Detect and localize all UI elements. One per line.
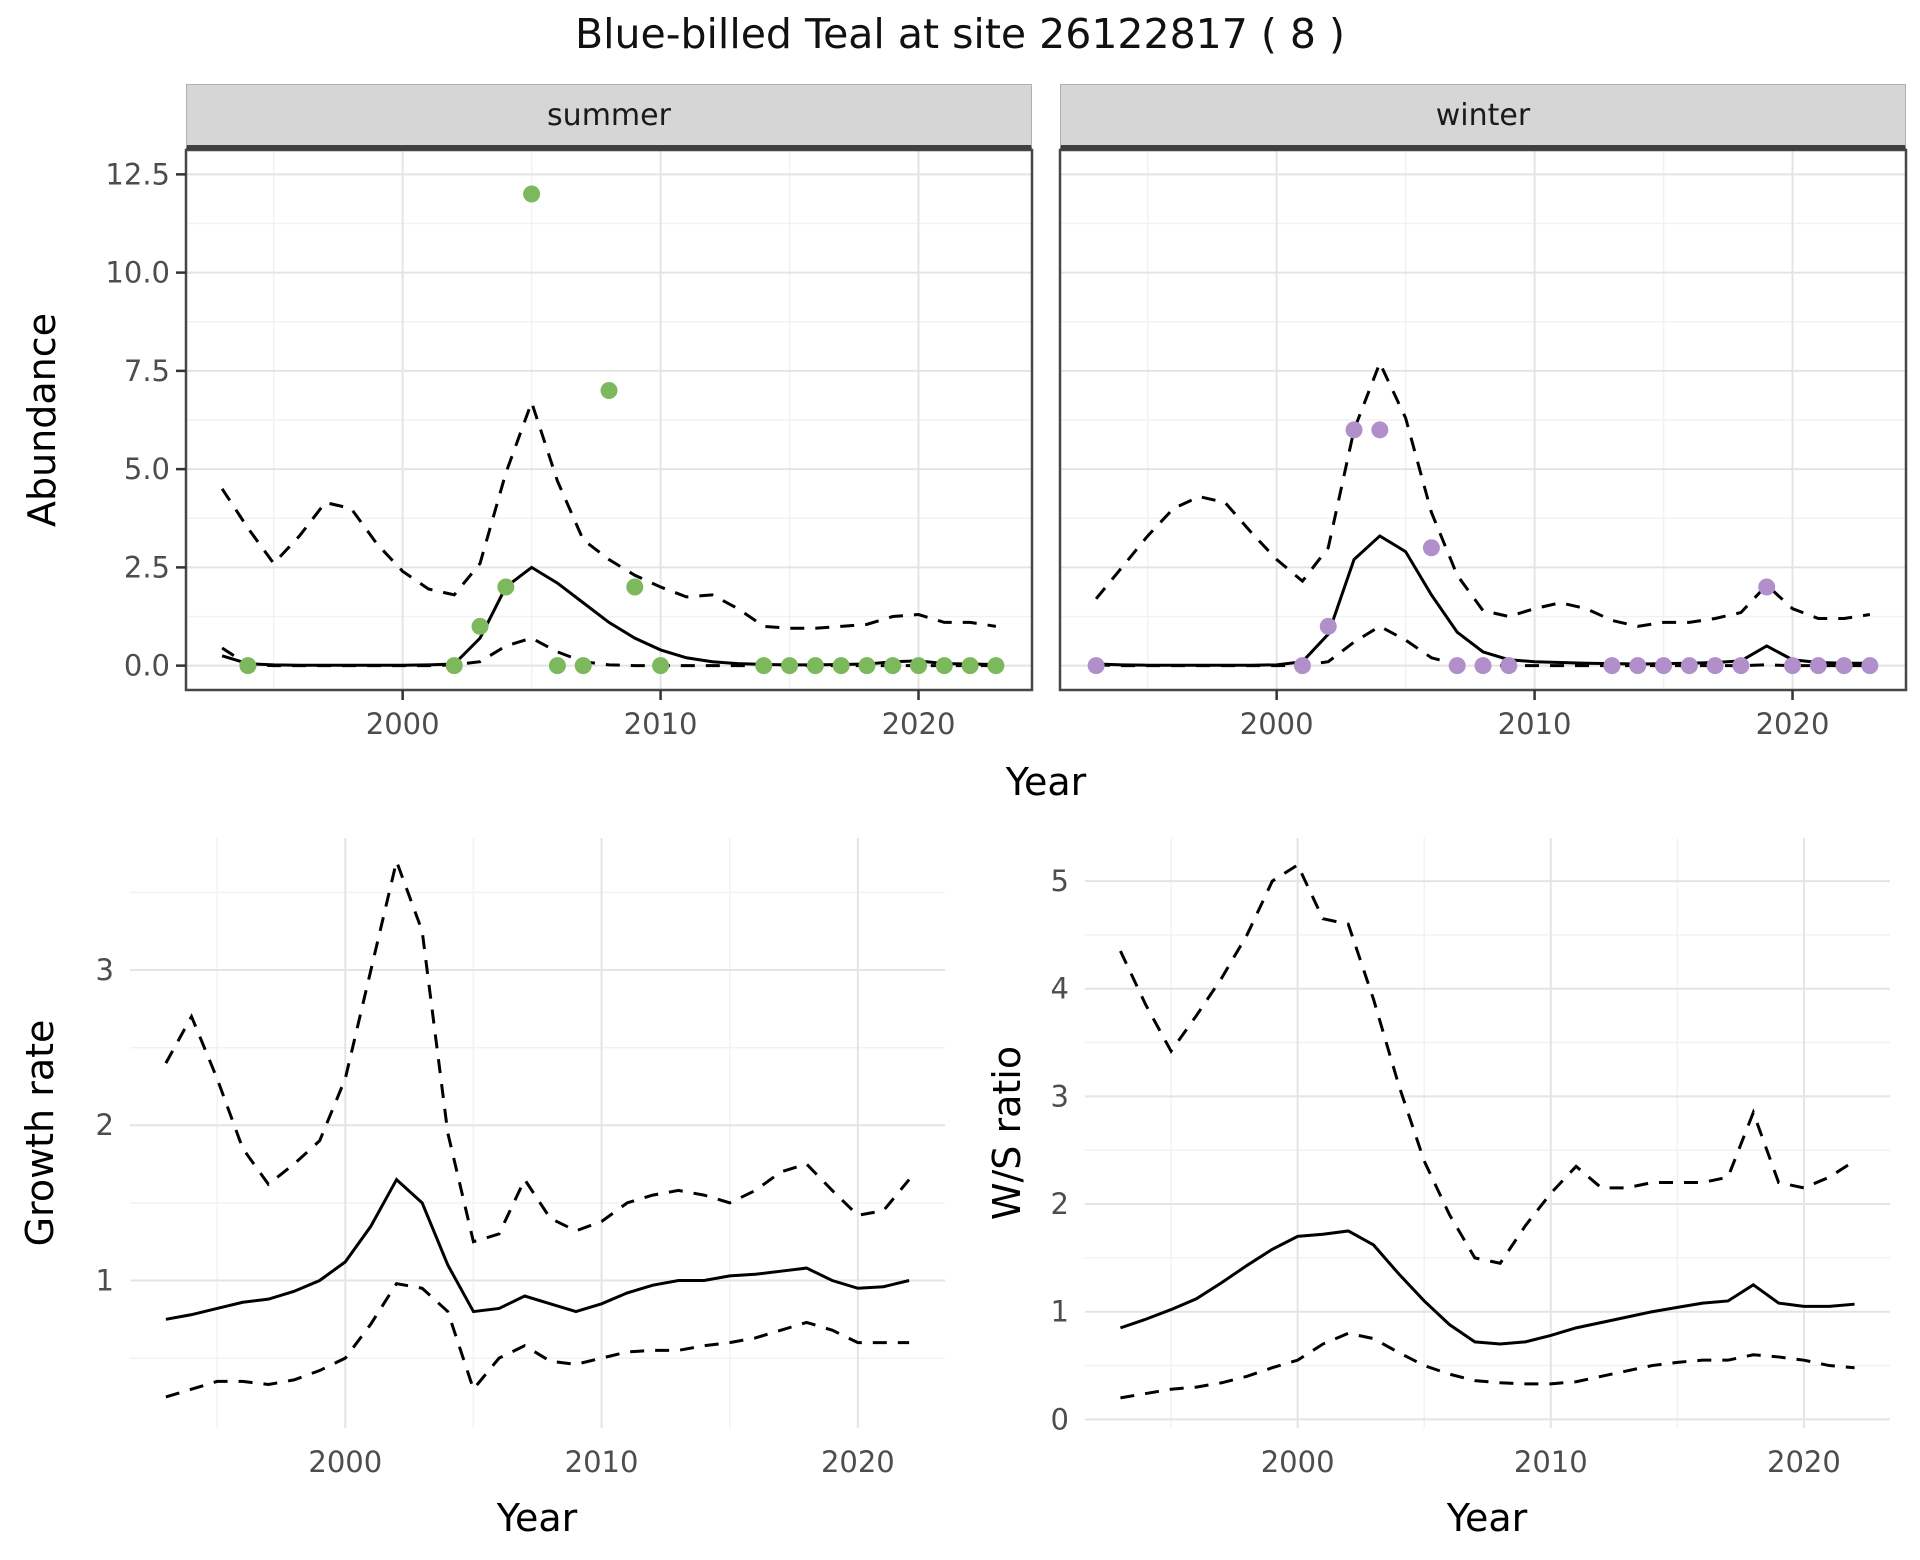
abundance_winter-x-tick-label: 2010 — [1498, 707, 1572, 741]
abundance_summer-data-point — [523, 185, 541, 203]
growth_rate-x-tick-label: 2020 — [821, 1445, 895, 1479]
abundance_summer-data-point — [652, 657, 670, 675]
abundance_winter-data-point — [1448, 657, 1466, 675]
abundance_summer-data-point — [832, 657, 850, 675]
abundance_summer-data-point — [626, 578, 644, 596]
ws_ratio-y-tick-label: 5 — [1051, 864, 1069, 898]
abundance_winter-data-point — [1835, 657, 1853, 675]
growth_rate-mean-line — [165, 1177, 910, 1321]
abundance_summer-x-tick-label: 2000 — [366, 707, 440, 741]
abundance_summer-data-point — [497, 578, 515, 596]
ws_ratio-y-tick-label: 2 — [1051, 1187, 1069, 1221]
ws_ratio-mean-line — [1119, 1229, 1855, 1346]
ws_ratio-y-tick-label: 4 — [1051, 972, 1069, 1006]
ws-ratio-y-axis-title: W/S ratio — [985, 1045, 1029, 1221]
abundance-y-axis-title: Abundance — [20, 312, 64, 528]
abundance_summer-data-point — [935, 657, 953, 675]
ws_ratio-y-tick-label: 1 — [1051, 1295, 1069, 1329]
abundance_summer-data-point — [987, 657, 1005, 675]
ws_ratio-x-tick-label: 2000 — [1261, 1445, 1335, 1479]
abundance_winter-data-point — [1809, 657, 1827, 675]
abundance_summer-panel: 2000 2010 2020 0.0 2.5 5.0 7.5 10.0 12.5 — [105, 148, 1034, 741]
abundance_summer-data-point — [239, 657, 257, 675]
abundance_winter-data-point — [1784, 657, 1802, 675]
facet-strip-summer: summer — [186, 84, 1032, 150]
growth_rate-x-tick-label: 2010 — [565, 1445, 639, 1479]
ws_ratio-x-tick-label: 2010 — [1514, 1445, 1588, 1479]
ws_ratio-lower_ci-line — [1120, 1331, 1855, 1400]
abundance_summer-upper_ci-line — [220, 397, 997, 630]
abundance_winter-data-point — [1345, 421, 1363, 439]
abundance_summer-y-tick-label: 12.5 — [105, 157, 170, 191]
abundance_summer-data-point — [574, 657, 592, 675]
abundance_summer-y-tick-label: 0.0 — [124, 649, 170, 683]
abundance_winter-data-point — [1371, 421, 1389, 439]
abundance_summer-x-tick-label: 2010 — [624, 707, 698, 741]
abundance_summer-data-point — [781, 657, 799, 675]
abundance_winter-data-point — [1706, 657, 1724, 675]
abundance_winter-data-point — [1680, 657, 1698, 675]
abundance-x-axis-title: Year — [1005, 760, 1087, 804]
abundance_summer-data-point — [884, 657, 902, 675]
abundance_summer-x-tick-label: 2020 — [882, 707, 956, 741]
abundance_summer-data-point — [445, 657, 463, 675]
growth_rate-y-tick-label: 2 — [96, 1108, 114, 1142]
abundance_winter-data-point — [1293, 657, 1311, 675]
ws_ratio-y-tick-label: 0 — [1051, 1402, 1069, 1436]
growth-rate-y-axis-title: Growth rate — [18, 1019, 62, 1247]
facet-strip-winter-label: winter — [1435, 97, 1531, 133]
abundance_summer-data-point — [806, 657, 824, 675]
abundance_summer-y-tick-label: 2.5 — [124, 550, 170, 584]
abundance_summer-data-point — [600, 382, 618, 400]
abundance_summer-y-tick-label: 5.0 — [124, 452, 170, 486]
growth_rate-lower_ci-line — [165, 1281, 910, 1399]
abundance_winter-panel: 2000 2010 2020 — [1058, 148, 1908, 741]
abundance_winter-data-point — [1732, 657, 1750, 675]
abundance_winter-data-point — [1474, 657, 1492, 675]
ws_ratio-x-tick-label: 2020 — [1767, 1445, 1841, 1479]
abundance_winter-x-tick-label: 2000 — [1240, 707, 1314, 741]
abundance_summer-data-point — [755, 657, 773, 675]
abundance_winter-data-point — [1861, 657, 1879, 675]
figure-title: Blue-billed Teal at site 26122817 ( 8 ) — [574, 10, 1346, 58]
growth_rate-x-tick-label: 2000 — [308, 1445, 382, 1479]
growth_rate-y-tick-label: 3 — [96, 953, 114, 987]
abundance_winter-data-point — [1629, 657, 1647, 675]
ws-ratio-x-axis-title: Year — [1446, 1496, 1528, 1540]
abundance_winter-x-tick-label: 2020 — [1756, 707, 1830, 741]
abundance_winter-upper_ci-line — [1094, 359, 1871, 628]
abundance_winter-data-point — [1758, 578, 1776, 596]
abundance_summer-data-point — [910, 657, 928, 675]
ws_ratio-upper_ci-line — [1119, 862, 1856, 1265]
abundance_summer-y-tick-label: 10.0 — [105, 256, 170, 290]
abundance_winter-data-point — [1087, 657, 1105, 675]
abundance_winter-data-point — [1655, 657, 1673, 675]
abundance_summer-data-point — [961, 657, 979, 675]
ws_ratio-y-tick-label: 3 — [1051, 1079, 1069, 1113]
abundance_summer-y-tick-label: 7.5 — [124, 354, 170, 388]
growth_rate-y-tick-label: 1 — [96, 1264, 114, 1298]
ws_ratio-panel: 2000 2010 2020 0 1 2 3 4 5 — [1051, 838, 1890, 1479]
abundance_summer-data-point — [858, 657, 876, 675]
abundance_winter-data-point — [1422, 539, 1440, 557]
abundance_summer-data-point — [471, 617, 489, 635]
abundance_winter-data-point — [1603, 657, 1621, 675]
abundance_winter-data-point — [1319, 617, 1337, 635]
growth_rate-upper_ci-line — [164, 856, 911, 1244]
facet-strip-winter: winter — [1060, 84, 1906, 150]
growth-rate-x-axis-title: Year — [496, 1496, 578, 1540]
abundance_summer-data-point — [548, 657, 566, 675]
abundance_winter-data-point — [1500, 657, 1518, 675]
growth_rate-panel: 2000 2010 2020 1 2 3 — [96, 838, 945, 1479]
facet-strip-summer-label: summer — [547, 97, 671, 133]
